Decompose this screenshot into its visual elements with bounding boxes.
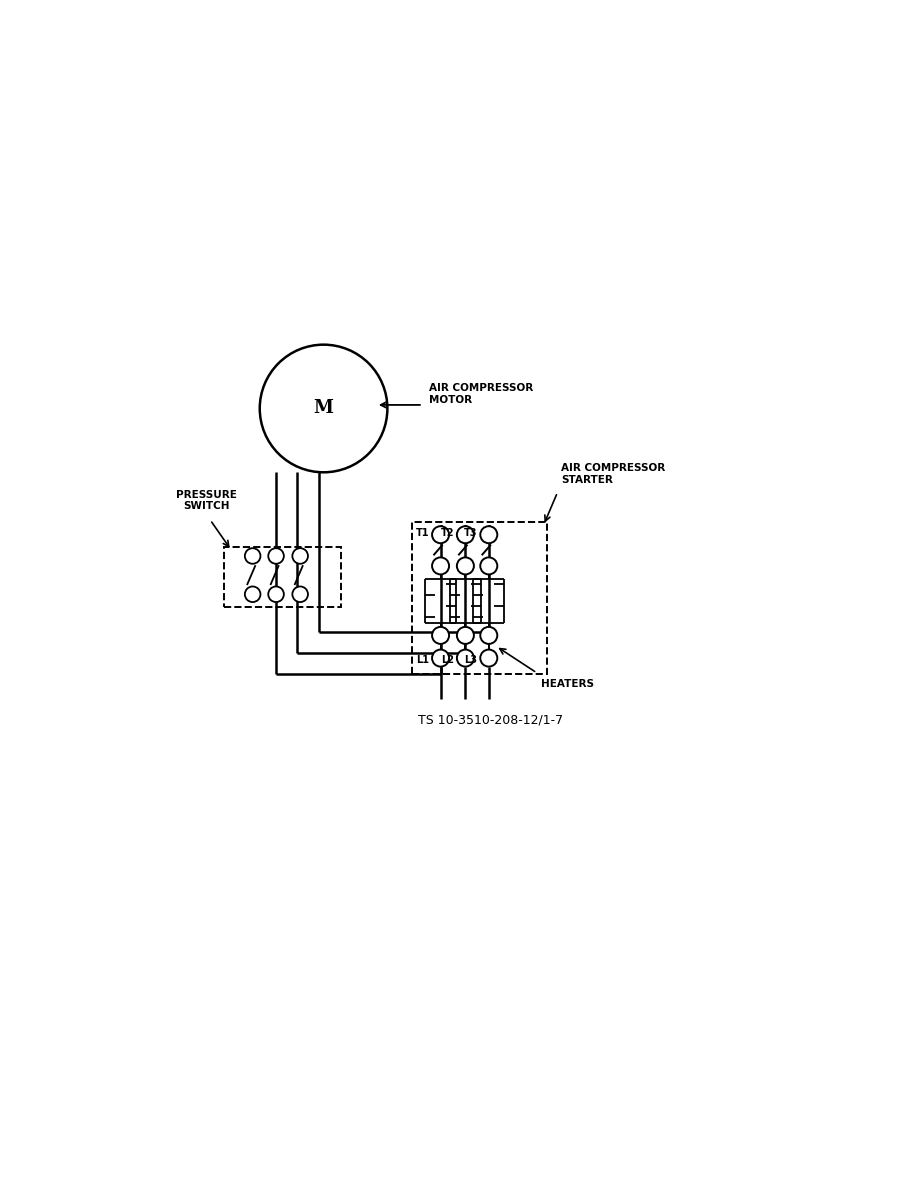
Circle shape — [245, 587, 261, 602]
Text: M: M — [314, 399, 334, 417]
Circle shape — [293, 587, 308, 602]
Circle shape — [432, 557, 449, 575]
Circle shape — [268, 587, 284, 602]
Text: AIR COMPRESSOR
MOTOR: AIR COMPRESSOR MOTOR — [428, 384, 533, 405]
Text: TS 10-3510-208-12/1-7: TS 10-3510-208-12/1-7 — [417, 714, 563, 727]
Text: AIR COMPRESSOR
STARTER: AIR COMPRESSOR STARTER — [561, 463, 665, 485]
Circle shape — [457, 627, 474, 644]
Text: L2: L2 — [441, 655, 454, 664]
Circle shape — [480, 526, 498, 543]
Text: PRESSURE
SWITCH: PRESSURE SWITCH — [176, 489, 237, 511]
Circle shape — [268, 548, 284, 564]
Circle shape — [480, 627, 498, 644]
Text: L1: L1 — [416, 655, 429, 664]
Circle shape — [457, 557, 474, 575]
Circle shape — [457, 526, 474, 543]
Text: T1: T1 — [415, 529, 429, 538]
Text: HEATERS: HEATERS — [541, 678, 594, 689]
Text: L3: L3 — [465, 655, 478, 664]
Circle shape — [245, 548, 261, 564]
Circle shape — [293, 548, 308, 564]
Text: T2: T2 — [440, 529, 454, 538]
Circle shape — [432, 627, 449, 644]
Circle shape — [432, 526, 449, 543]
Circle shape — [480, 650, 498, 666]
Circle shape — [432, 650, 449, 666]
Text: T3: T3 — [464, 529, 478, 538]
Bar — [412, 522, 547, 675]
Circle shape — [480, 557, 498, 575]
Bar — [224, 546, 341, 607]
Circle shape — [457, 650, 474, 666]
Circle shape — [260, 345, 387, 473]
